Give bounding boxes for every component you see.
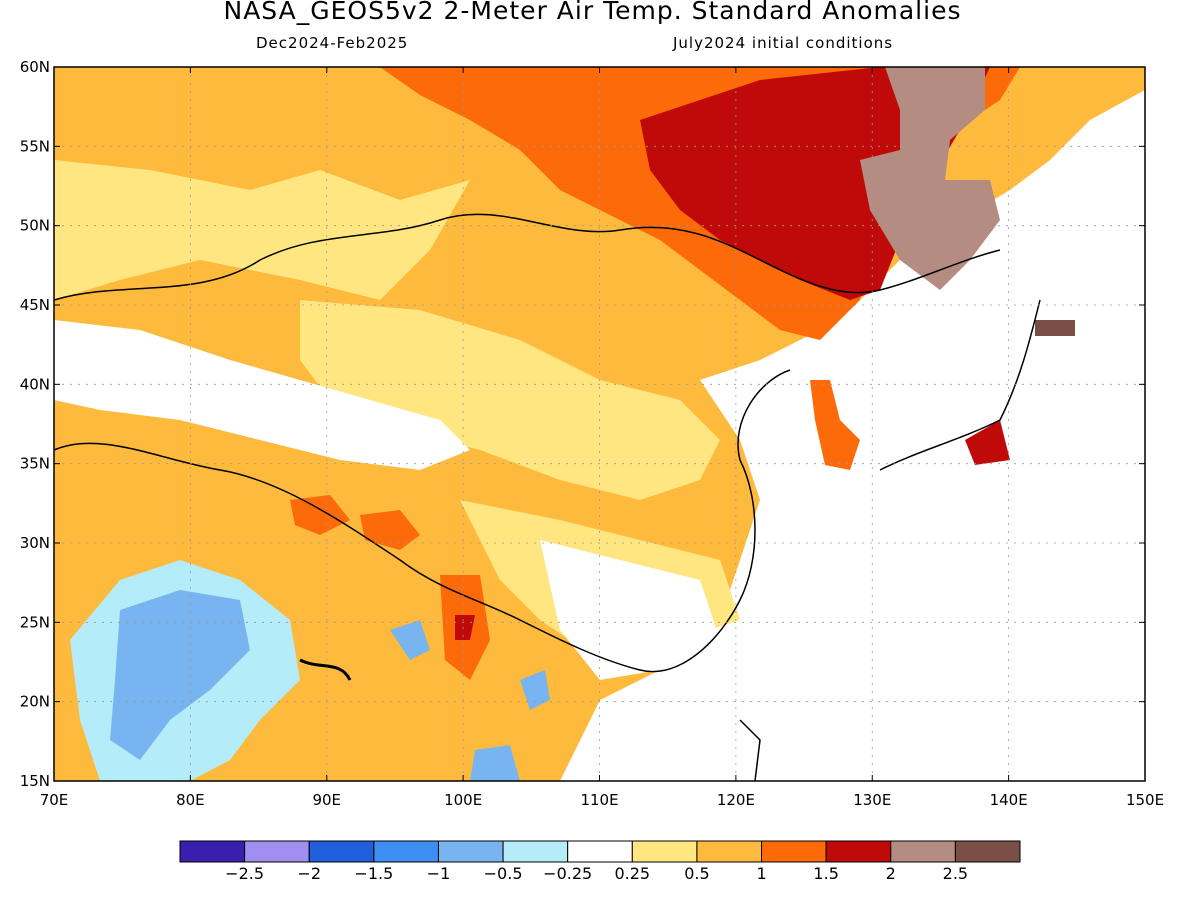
colorbar-swatch bbox=[437, 840, 504, 863]
japan-warm bbox=[965, 420, 1010, 465]
lon-label-80E: 80E bbox=[176, 791, 205, 809]
korea-warm bbox=[810, 380, 860, 470]
colorbar-swatch bbox=[308, 840, 375, 863]
lat-label-35N: 35N bbox=[20, 455, 50, 473]
colorbar-swatch bbox=[890, 840, 956, 863]
coastline-taiwan bbox=[739, 719, 761, 781]
lon-label-100E: 100E bbox=[444, 791, 482, 809]
cool-laos bbox=[520, 670, 550, 710]
tibet-warm-b bbox=[360, 510, 420, 550]
gridlines bbox=[54, 67, 1145, 781]
colorbar-swatch bbox=[373, 840, 439, 863]
light-warm-north-kazakhstan bbox=[54, 160, 470, 300]
colorbar-label: −2.5 bbox=[225, 864, 264, 883]
lat-label-60N: 60N bbox=[20, 58, 50, 76]
extreme-warm-northeast bbox=[860, 67, 1000, 290]
forecast-period: Dec2024-Feb2025 bbox=[256, 34, 409, 52]
latitude-axis: 60N 55N 50N 45N 40N 35N 30N 25N 20N 15N bbox=[20, 58, 50, 790]
colorbar-label: −2 bbox=[297, 864, 321, 883]
near-normal-central-asia bbox=[54, 320, 470, 470]
lat-label-40N: 40N bbox=[20, 375, 50, 393]
lon-label-90E: 90E bbox=[312, 791, 341, 809]
colorbar-swatch bbox=[696, 840, 763, 863]
initial-conditions: July2024 initial conditions bbox=[673, 34, 894, 52]
colorbar-swatch bbox=[244, 840, 310, 863]
colorbar: −2.5 −2 −1.5 −1 −0.5 −0.25 0.25 0.5 1 1.5 2 2.5 bbox=[179, 840, 1021, 883]
light-warm-mongolia-china bbox=[300, 300, 720, 500]
colorbar-label: −0.25 bbox=[543, 864, 592, 883]
colorbar-label: 2.5 bbox=[943, 864, 968, 883]
colorbar-label: 2 bbox=[886, 864, 896, 883]
map-title: NASA_GEOS5v2 2-Meter Air Temp. Standard … bbox=[223, 0, 962, 25]
cool-indochina bbox=[470, 745, 520, 781]
coastline-bangladesh bbox=[299, 658, 352, 681]
yunnan-strong bbox=[455, 615, 475, 640]
cooler-india bbox=[110, 590, 250, 760]
colorbar-label: 1.5 bbox=[813, 864, 838, 883]
cool-myanmar bbox=[390, 620, 430, 660]
coastline-japan bbox=[879, 299, 1041, 471]
colorbar-swatch bbox=[631, 840, 698, 863]
colorbar-label: −0.5 bbox=[484, 864, 523, 883]
lon-label-120E: 120E bbox=[717, 791, 755, 809]
lat-label-15N: 15N bbox=[20, 772, 50, 790]
near-normal-south-china bbox=[540, 540, 720, 680]
colorbar-swatch bbox=[502, 840, 569, 863]
lat-label-30N: 30N bbox=[20, 534, 50, 552]
lon-label-150E: 150E bbox=[1126, 791, 1164, 809]
lat-label-50N: 50N bbox=[20, 217, 50, 235]
hokkaido-extreme bbox=[1035, 320, 1075, 336]
lon-label-70E: 70E bbox=[40, 791, 69, 809]
lat-label-55N: 55N bbox=[20, 137, 50, 155]
colorbar-label: 0.5 bbox=[684, 864, 709, 883]
lat-label-25N: 25N bbox=[20, 613, 50, 631]
colorbar-label: 1 bbox=[756, 864, 766, 883]
colorbar-swatch bbox=[567, 840, 633, 863]
colorbar-label: −1 bbox=[427, 864, 451, 883]
longitude-axis: 70E 80E 90E 100E 110E 120E 130E 140E 150E bbox=[40, 791, 1164, 809]
colorbar-swatch bbox=[825, 840, 892, 863]
tibet-warm-a bbox=[290, 495, 350, 535]
coastline-south bbox=[54, 369, 791, 673]
colorbar-swatch bbox=[179, 840, 246, 863]
anomaly-field bbox=[54, 67, 1145, 781]
lat-label-20N: 20N bbox=[20, 693, 50, 711]
colorbar-swatch bbox=[954, 840, 1021, 863]
lon-label-140E: 140E bbox=[990, 791, 1028, 809]
lon-label-110E: 110E bbox=[580, 791, 618, 809]
colorbar-label: 0.25 bbox=[614, 864, 650, 883]
lat-label-45N: 45N bbox=[20, 296, 50, 314]
colorbar-swatch bbox=[761, 840, 827, 863]
colorbar-label: −1.5 bbox=[354, 864, 393, 883]
border-line-a bbox=[54, 213, 1001, 301]
lon-label-130E: 130E bbox=[853, 791, 891, 809]
axis-ticks bbox=[53, 66, 1146, 782]
